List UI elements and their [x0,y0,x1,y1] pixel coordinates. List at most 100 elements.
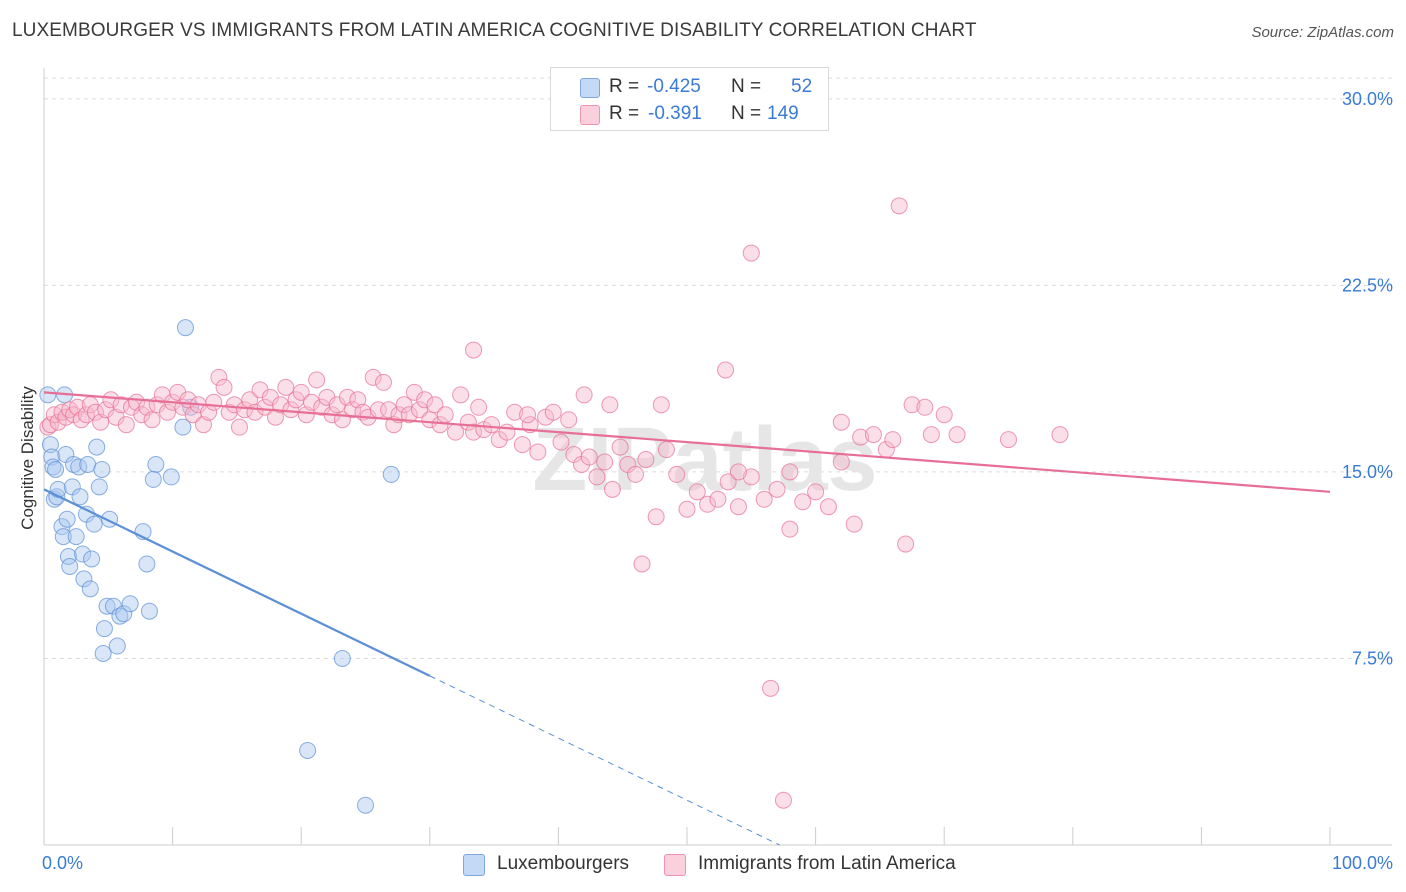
data-point [465,423,483,441]
data-point [416,391,434,409]
data-point [544,403,562,421]
data-point [560,411,578,429]
data-point [845,515,863,533]
data-point [852,428,870,446]
data-point [230,418,248,436]
data-point [709,490,727,508]
data-point [755,490,773,508]
series-luxembourgers [39,319,400,814]
data-point [652,396,670,414]
bottom-legend-label: Immigrants from Latin America [698,853,956,874]
x-tick-label-left: 0.0% [42,853,83,873]
data-point [67,528,85,546]
data-point [138,555,156,573]
data-point [762,679,780,697]
data-point [47,460,65,478]
data-point [58,510,76,528]
legend-row-luxembourgers: R = -0.425 N = 52 [551,74,828,100]
data-point [215,378,233,396]
legend-r-label: R = [609,76,640,97]
data-point [302,393,320,411]
data-point [225,396,243,414]
data-point [781,520,799,538]
data-point [380,401,398,419]
legend-row-immigrants: R = -0.391 N = 149 [551,101,828,127]
data-point [470,398,488,416]
legend-r-value: -0.391 [648,103,702,124]
data-point [147,455,165,473]
legend-n-value: 52 [791,76,813,97]
data-point [781,463,799,481]
data-point [158,403,176,421]
data-point [74,545,92,563]
data-point [742,244,760,262]
data-point [299,741,317,759]
data-point [519,406,537,424]
data-point [375,373,393,391]
data-point [819,498,837,516]
data-point [916,398,934,416]
legend-n-value: 149 [767,103,799,124]
data-point [81,580,99,598]
data-point [357,796,374,814]
legend-swatch-blue [580,78,600,98]
data-point [719,473,737,491]
data-point [49,480,67,498]
data-point [75,570,93,588]
data-point [297,406,315,424]
data-point [552,433,570,451]
data-point [349,391,367,409]
x-tick-label-right: 100.0% [1332,853,1393,873]
data-point [922,426,940,444]
data-point [395,396,413,414]
data-point [627,465,645,483]
data-point [338,388,356,406]
y-tick-labels: 7.5% 15.0% 22.5% 30.0% [1342,89,1393,669]
data-point [611,438,629,456]
data-point [465,341,483,359]
data-point [108,637,126,655]
data-point [729,498,747,516]
data-point [205,393,223,411]
data-point [832,413,850,431]
legend-r-value: -0.425 [647,76,701,97]
data-point [277,378,295,396]
data-point [292,383,310,401]
y-axis-label: Cognitive Disability [18,386,37,530]
data-point [210,368,228,386]
data-point [117,416,135,434]
data-point [382,465,400,483]
data-point [657,441,675,459]
data-point [529,443,547,461]
data-point [90,478,108,496]
data-point [864,426,882,444]
data-point [935,406,953,424]
data-point [162,468,180,486]
data-point [668,465,686,483]
data-point [421,411,439,429]
data-point [742,468,760,486]
data-point [115,605,133,623]
chart-title: LUXEMBOURGER VS IMMIGRANTS FROM LATIN AM… [12,20,977,41]
data-point [83,550,101,568]
legend-box: R = -0.425 N = 52 R = -0.391 N = 149 [550,67,829,131]
data-point [79,455,97,473]
bottom-legend-swatch-blue [463,854,485,876]
data-point [71,488,89,506]
y-tick-label: 22.5% [1342,275,1393,295]
data-point [364,368,382,386]
data-point [948,426,966,444]
data-point [633,555,651,573]
data-point [93,460,111,478]
data-point [498,423,516,441]
data-point [601,396,619,414]
data-point [768,480,786,498]
data-point [95,620,113,638]
data-point [452,386,470,404]
data-point [647,508,665,526]
data-point [344,401,362,419]
trend-line [43,391,1331,493]
data-point [194,416,212,434]
y-tick-label: 30.0% [1342,89,1393,109]
